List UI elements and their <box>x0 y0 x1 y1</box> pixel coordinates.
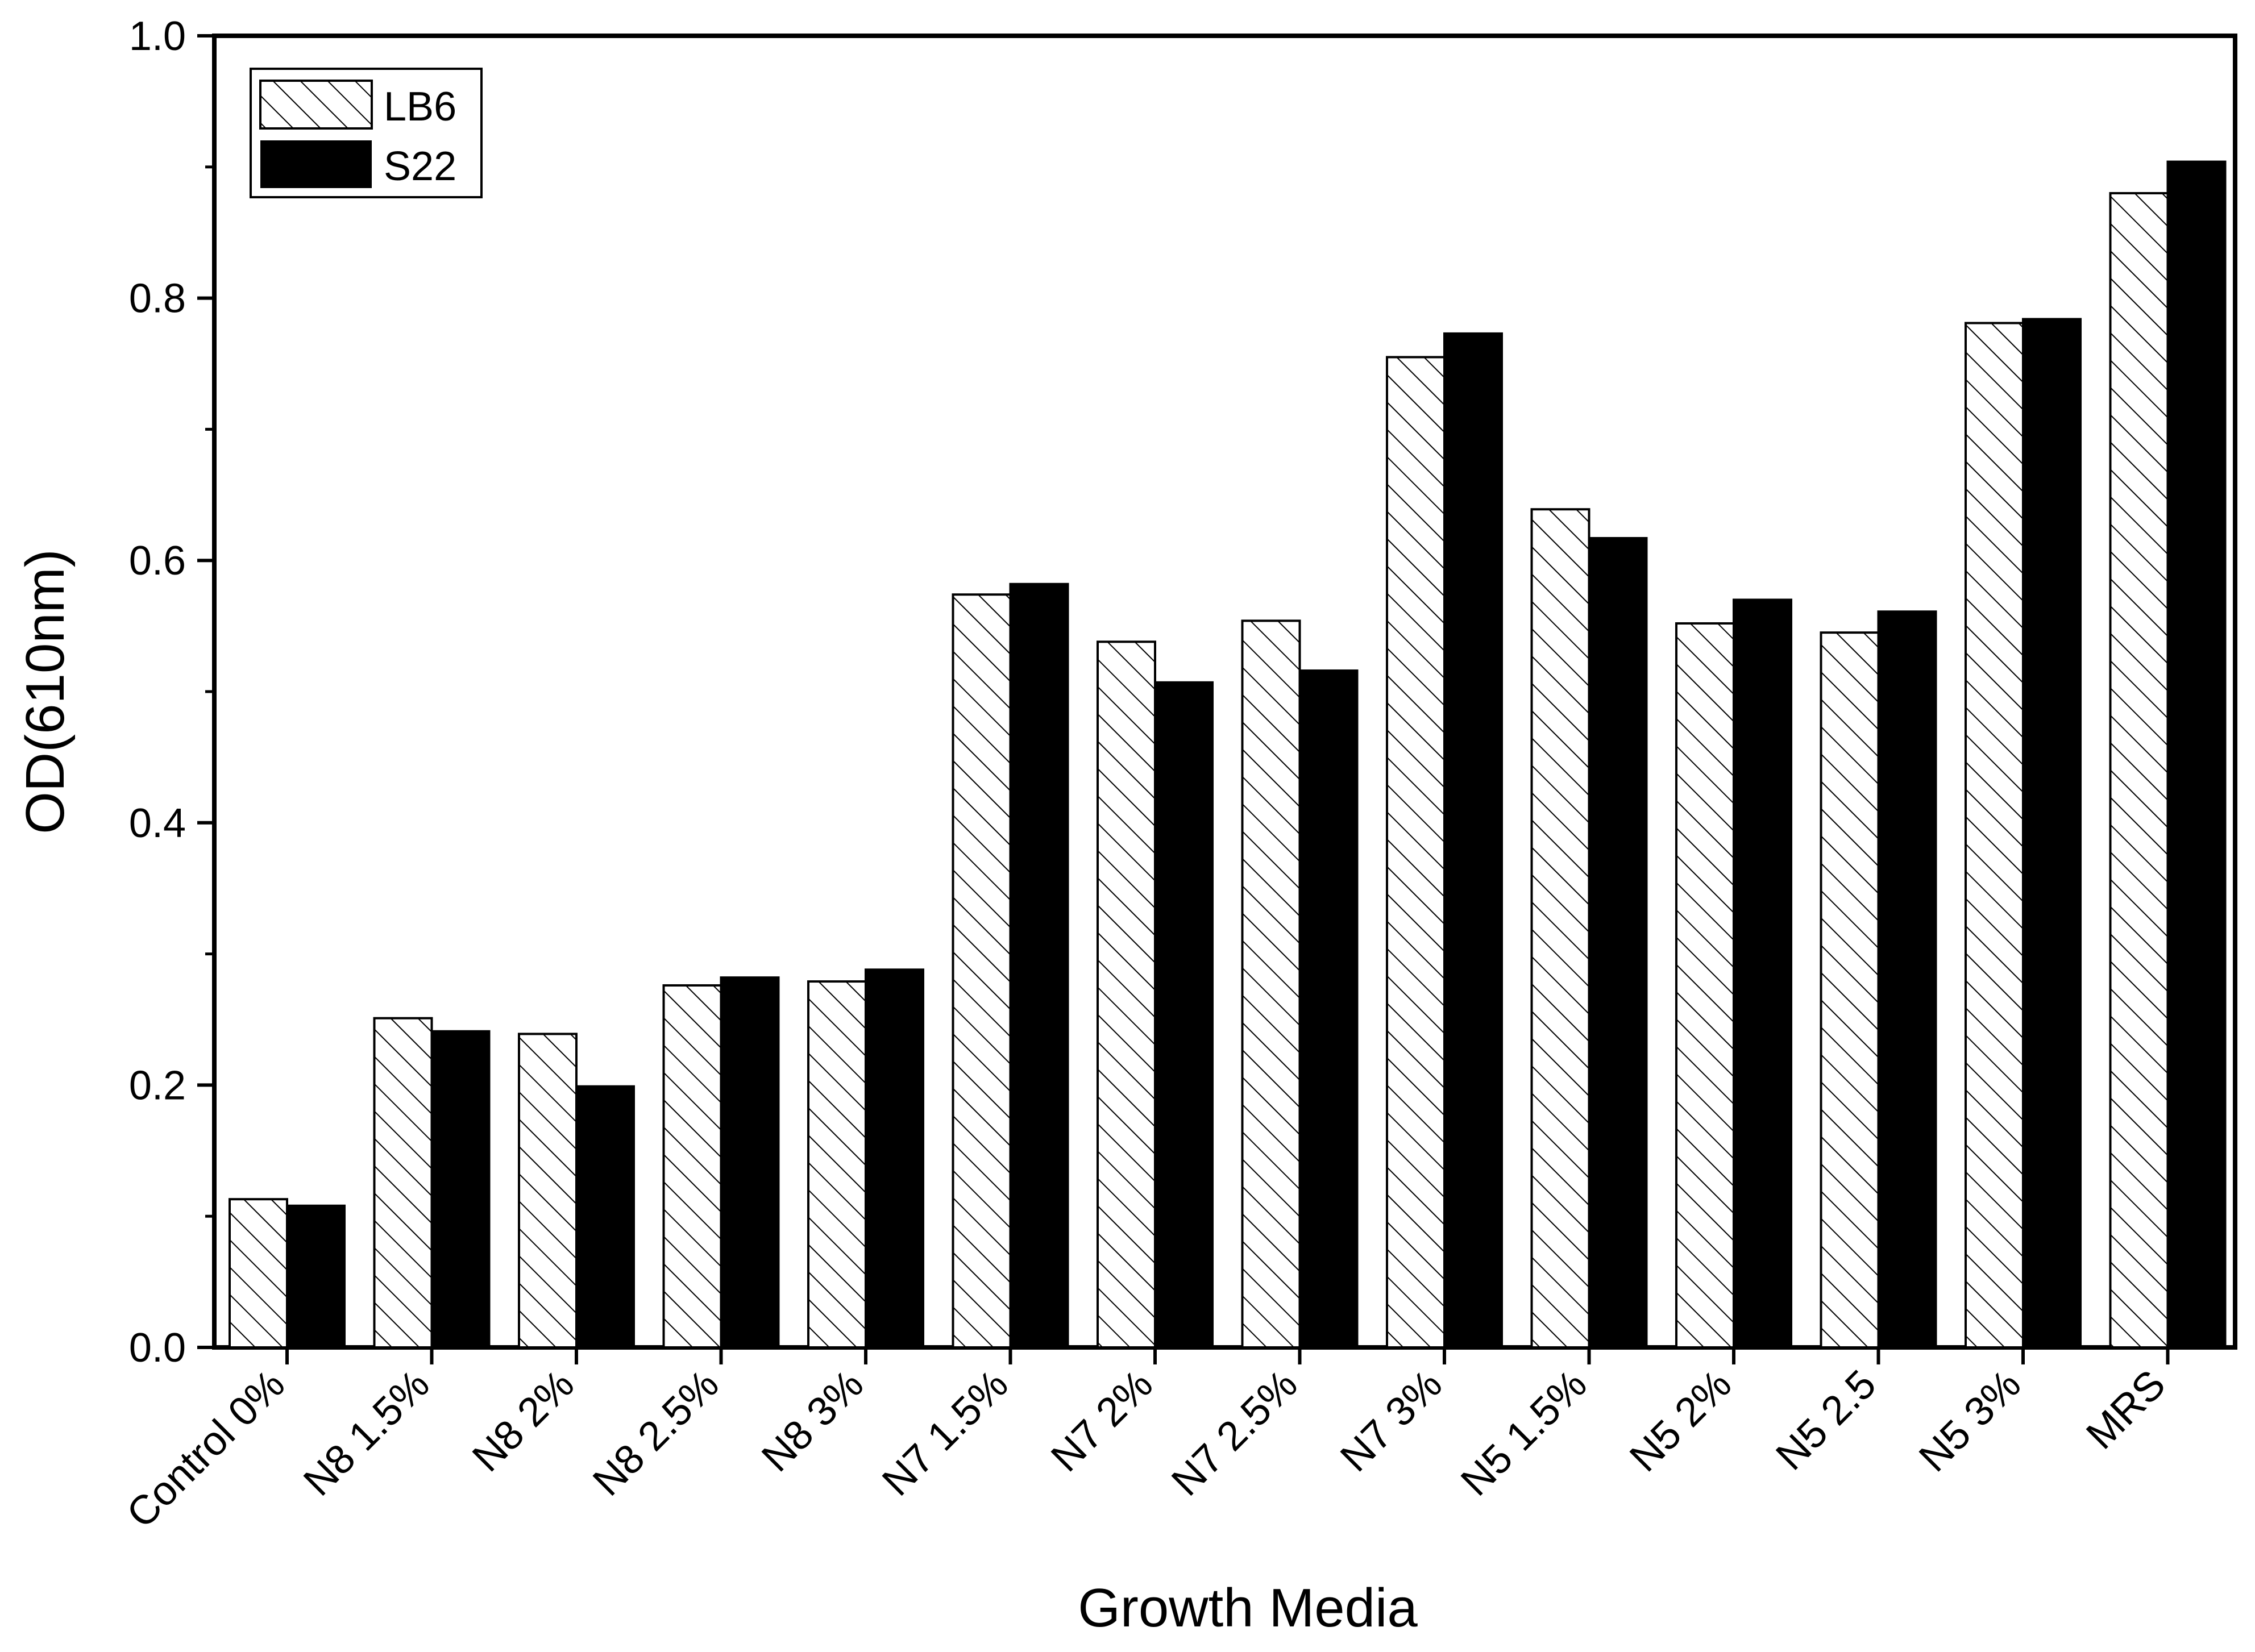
y-axis-title: OD(610nm) <box>15 549 76 834</box>
x-axis-title: Growth Media <box>1078 1578 1418 1638</box>
bar-s22-11 <box>1733 598 1792 1349</box>
legend-swatch-lb6 <box>259 80 373 130</box>
x-tick-label: N7 3% <box>1332 1362 1451 1480</box>
bar-s22-12 <box>1877 610 1937 1349</box>
bar-s22-1 <box>286 1204 346 1349</box>
x-tick-label: N7 1.5% <box>874 1362 1017 1505</box>
bar-s22-3 <box>575 1085 635 1349</box>
x-tick-label: N8 2% <box>464 1362 583 1480</box>
y-tick-label: 0.8 <box>129 276 186 322</box>
x-tick-label: N5 2% <box>1621 1362 1740 1480</box>
x-tick-label: N8 1.5% <box>295 1362 438 1505</box>
bar-lb6-4 <box>662 984 722 1349</box>
y-tick-label: 0.2 <box>129 1063 186 1108</box>
bar-s22-6 <box>1009 582 1069 1349</box>
bar-lb6-5 <box>807 980 867 1349</box>
legend-swatch-s22 <box>260 140 372 188</box>
x-tick-label: N7 2.5% <box>1163 1362 1306 1505</box>
bars-group <box>229 160 2227 1349</box>
bar-s22-5 <box>865 968 924 1349</box>
bar-lb6-7 <box>1097 640 1156 1349</box>
bar-s22-4 <box>720 976 780 1349</box>
x-tick-label: N8 3% <box>753 1362 872 1480</box>
x-axis: Control 0% N8 1.5% N8 2% N8 2.5% N8 3% N7 1.5… <box>118 1347 2174 1537</box>
x-tick-label: N5 2.5 <box>1767 1362 1885 1479</box>
bar-s22-9 <box>1443 332 1503 1349</box>
bar-lb6-2 <box>373 1017 433 1349</box>
y-tick-label: 0.6 <box>129 538 186 584</box>
bar-lb6-11 <box>1675 622 1735 1349</box>
bar-s22-2 <box>430 1030 491 1349</box>
y-tick-label: 0.0 <box>129 1325 186 1371</box>
x-tick-label: N8 2.5% <box>584 1362 728 1505</box>
bar-s22-14 <box>2166 160 2227 1349</box>
x-tick-label: MRS <box>2078 1362 2174 1458</box>
bar-lb6-12 <box>1820 631 1880 1349</box>
y-axis: 0.0 0.2 0.4 0.6 0.8 1.0 <box>129 14 214 1371</box>
bar-s22-10 <box>1588 536 1648 1349</box>
y-tick-label: 0.4 <box>129 801 186 846</box>
legend: LB6 S22 <box>250 68 483 198</box>
bar-lb6-6 <box>952 593 1012 1349</box>
x-tick-label: N5 1.5% <box>1452 1362 1596 1505</box>
y-tick-label: 1.0 <box>129 14 186 59</box>
bar-s22-7 <box>1154 681 1214 1349</box>
bar-s22-8 <box>1298 669 1359 1349</box>
bar-lb6-10 <box>1530 508 1590 1349</box>
bar-lb6-9 <box>1386 356 1446 1349</box>
bar-lb6-13 <box>1965 322 2024 1349</box>
bar-lb6-1 <box>229 1198 288 1349</box>
bar-lb6-8 <box>1241 619 1301 1349</box>
legend-label-lb6: LB6 <box>384 84 456 130</box>
legend-label-s22: S22 <box>384 144 456 189</box>
x-tick-label: N7 2% <box>1043 1362 1161 1480</box>
bar-lb6-14 <box>2109 192 2169 1349</box>
bar-s22-13 <box>2022 318 2082 1349</box>
bar-lb6-3 <box>518 1033 578 1349</box>
x-tick-label: N5 3% <box>1911 1362 2029 1480</box>
x-tick-label: Control 0% <box>118 1362 293 1537</box>
